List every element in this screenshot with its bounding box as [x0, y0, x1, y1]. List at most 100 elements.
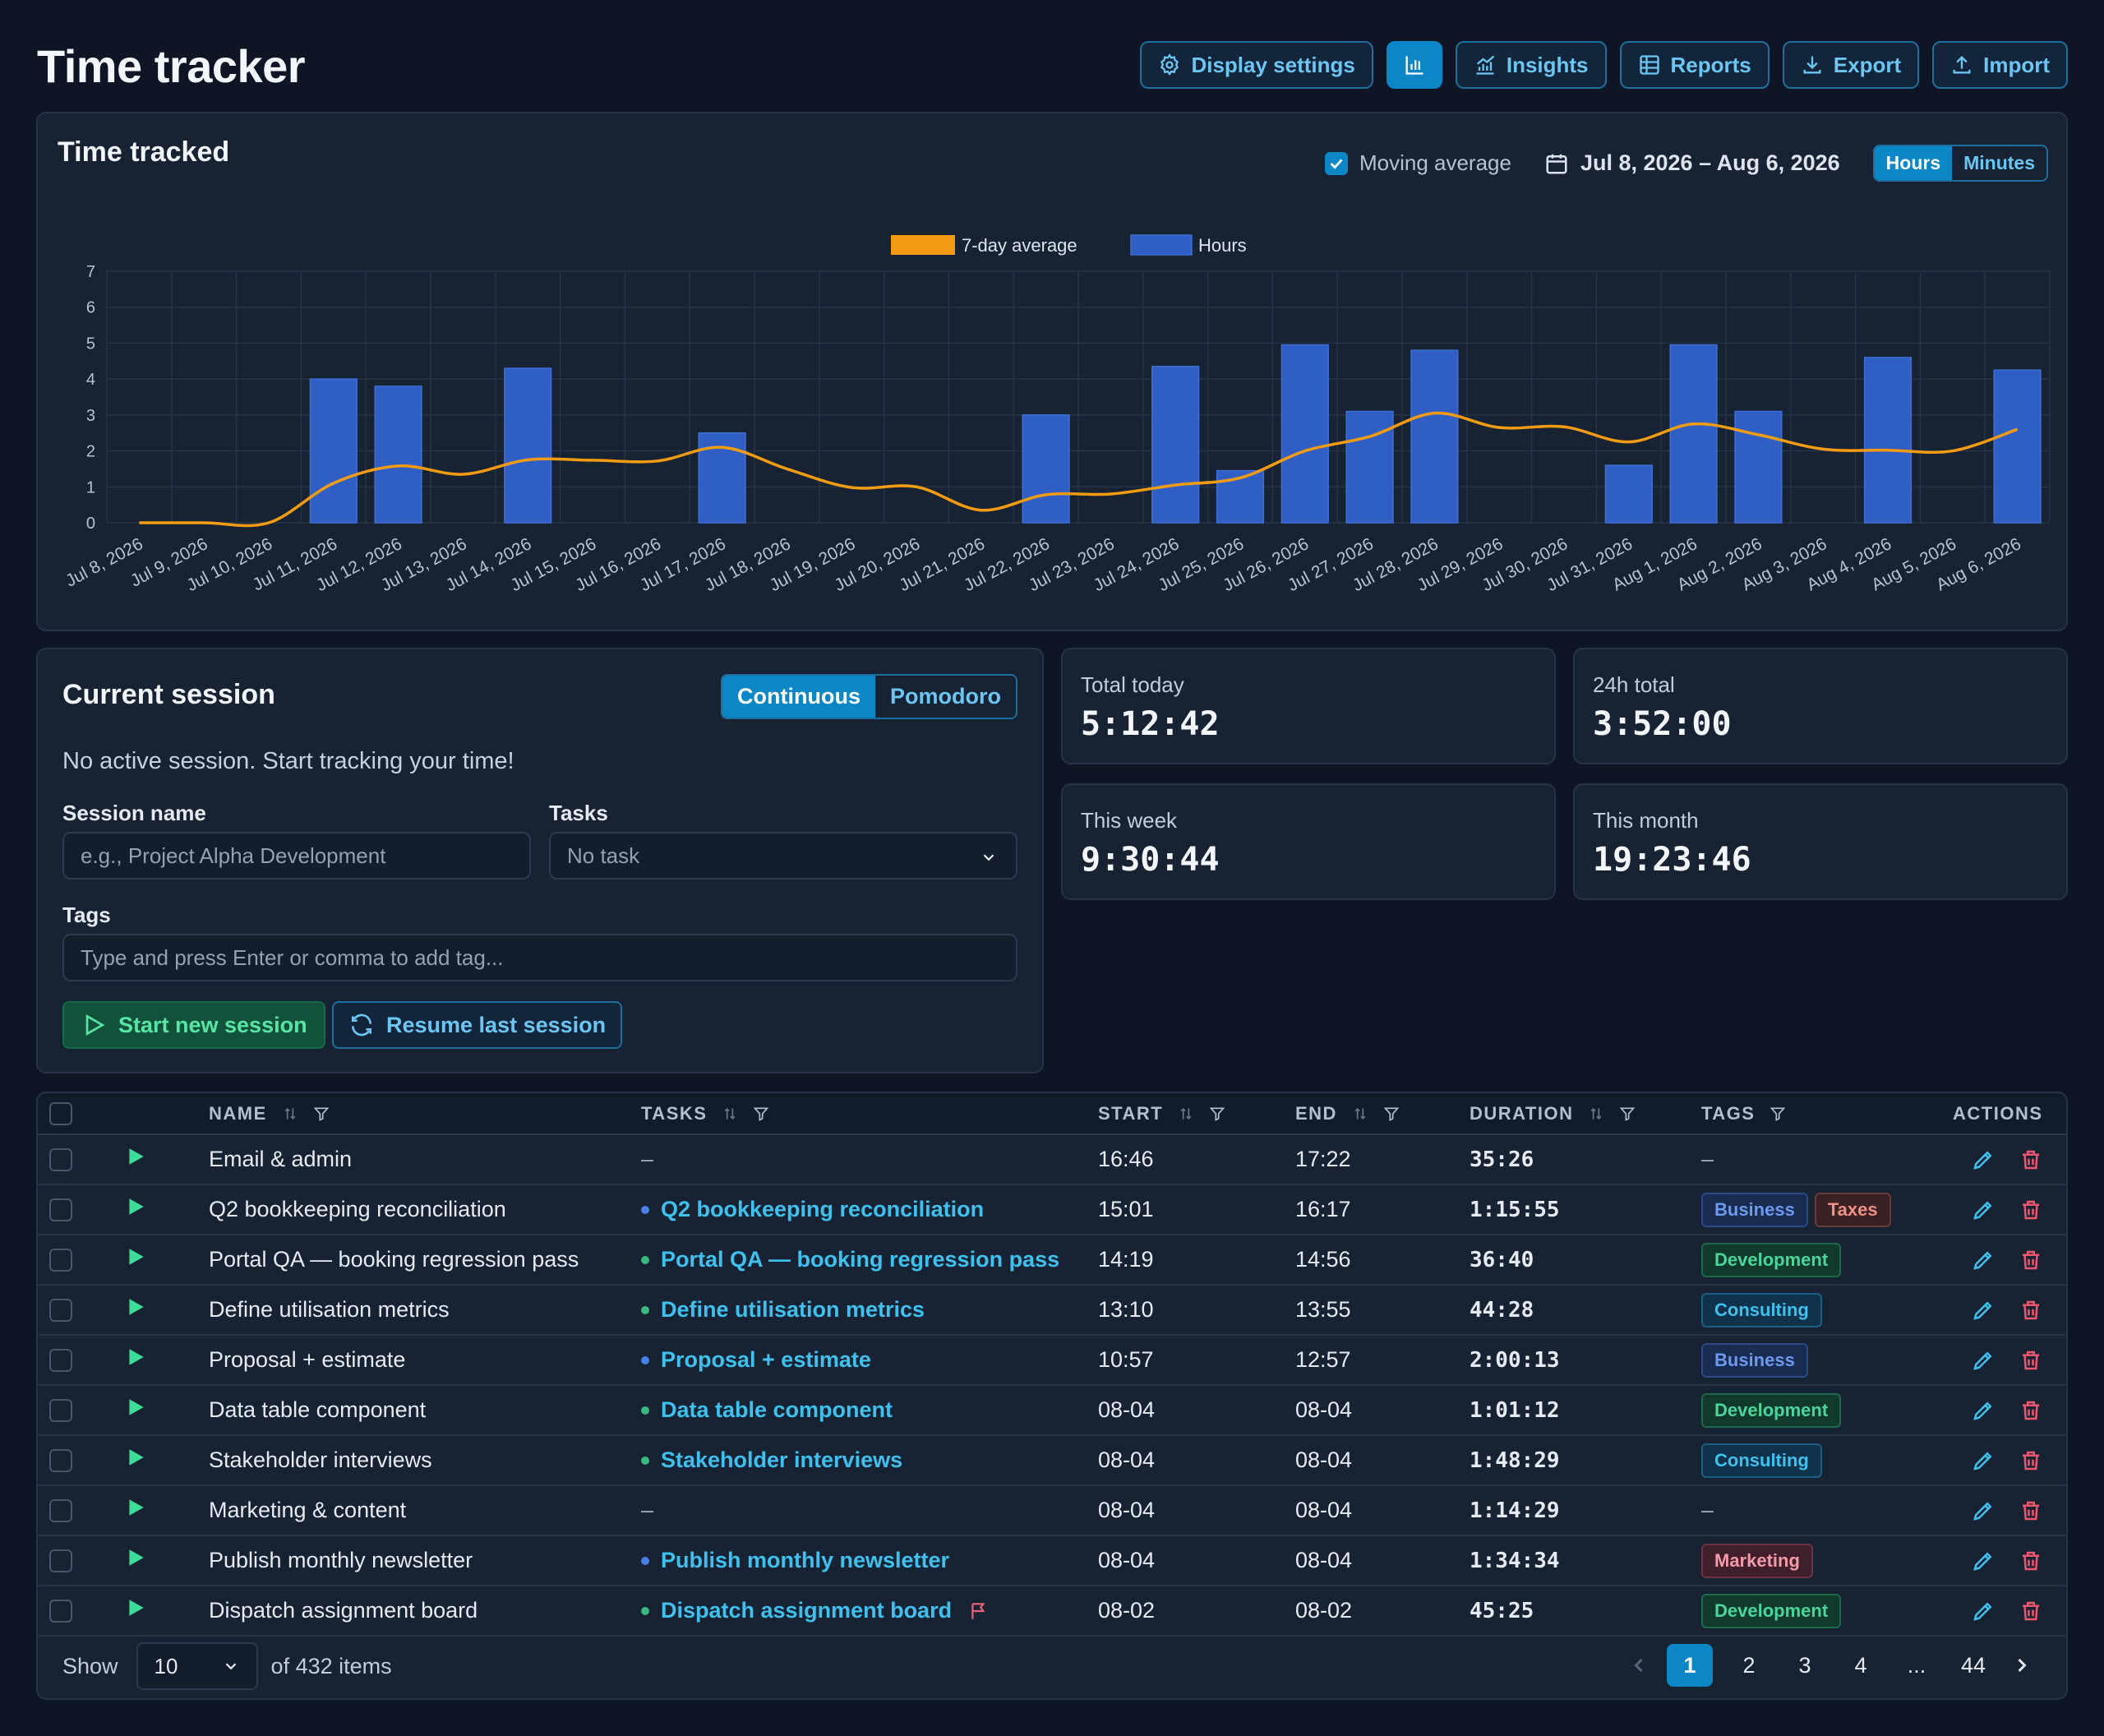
select-all-checkbox[interactable] — [49, 1101, 72, 1125]
filter-icon[interactable] — [1619, 1106, 1636, 1122]
row-checkbox[interactable] — [49, 1198, 72, 1221]
trash-icon[interactable] — [2019, 1549, 2043, 1573]
unit-minutes-button[interactable]: Minutes — [1963, 152, 2035, 173]
row-checkbox[interactable] — [49, 1147, 72, 1171]
play-icon[interactable] — [125, 1397, 146, 1418]
trash-icon[interactable] — [2019, 1398, 2043, 1423]
row-checkbox[interactable] — [49, 1599, 72, 1623]
sort-icon[interactable] — [1588, 1106, 1604, 1122]
play-icon[interactable] — [125, 1346, 146, 1368]
row-checkbox[interactable] — [49, 1298, 72, 1322]
display-settings-button[interactable]: Display settings — [1140, 41, 1373, 89]
sort-icon[interactable] — [1178, 1106, 1194, 1122]
edit-icon[interactable] — [1971, 1398, 1996, 1423]
task-link[interactable]: Dispatch assignment board — [661, 1598, 953, 1623]
edit-icon[interactable] — [1971, 1298, 1996, 1323]
mode-pomodoro-button[interactable]: Pomodoro — [890, 684, 1001, 709]
tag-badge[interactable]: Development — [1701, 1392, 1842, 1428]
page-button-2[interactable]: 2 — [1742, 1652, 1756, 1678]
edit-icon[interactable] — [1971, 1599, 1996, 1623]
page-button-1[interactable]: 1 — [1666, 1644, 1713, 1687]
tasks-select[interactable]: No task — [549, 832, 1017, 880]
moving-average-checkbox[interactable] — [1324, 151, 1348, 175]
filter-icon[interactable] — [313, 1106, 330, 1122]
column-end[interactable]: END — [1295, 1093, 1470, 1135]
column-start[interactable]: START — [1098, 1093, 1295, 1135]
tag-badge[interactable]: Development — [1701, 1593, 1842, 1628]
moving-average-toggle[interactable]: Moving average — [1324, 150, 1511, 176]
row-checkbox[interactable] — [49, 1498, 72, 1522]
play-icon[interactable] — [125, 1597, 146, 1618]
unit-hours-button[interactable]: Hours — [1874, 146, 1953, 180]
table-row[interactable]: Proposal + estimate Proposal + estimate … — [38, 1335, 2066, 1386]
column-duration[interactable]: DURATION — [1470, 1093, 1701, 1135]
chart-view-button[interactable] — [1386, 41, 1442, 89]
play-icon[interactable] — [125, 1196, 146, 1217]
row-checkbox[interactable] — [49, 1248, 72, 1272]
trash-icon[interactable] — [2019, 1198, 2043, 1222]
edit-icon[interactable] — [1971, 1248, 1996, 1272]
tags-input[interactable] — [62, 934, 1017, 981]
task-link[interactable]: Stakeholder interviews — [661, 1447, 903, 1472]
import-button[interactable]: Import — [1932, 41, 2068, 89]
trash-icon[interactable] — [2019, 1498, 2043, 1523]
play-icon[interactable] — [125, 1547, 146, 1568]
trash-icon[interactable] — [2019, 1348, 2043, 1373]
trash-icon[interactable] — [2019, 1448, 2043, 1473]
chevron-left-icon[interactable] — [1627, 1654, 1650, 1677]
tag-badge[interactable]: Consulting — [1701, 1292, 1822, 1327]
export-button[interactable]: Export — [1782, 41, 1920, 89]
trash-icon[interactable] — [2019, 1599, 2043, 1623]
table-row[interactable]: Dispatch assignment board Dispatch assig… — [38, 1586, 2066, 1637]
table-row[interactable]: Marketing & content – 08-04 08-04 1:14:2… — [38, 1485, 2066, 1536]
table-row[interactable]: Stakeholder interviews Stakeholder inter… — [38, 1435, 2066, 1486]
task-link[interactable]: Proposal + estimate — [661, 1347, 871, 1372]
row-checkbox[interactable] — [49, 1448, 72, 1472]
task-link[interactable]: Publish monthly newsletter — [661, 1548, 950, 1572]
trash-icon[interactable] — [2019, 1248, 2043, 1272]
edit-icon[interactable] — [1971, 1448, 1996, 1473]
table-row[interactable]: Publish monthly newsletter Publish month… — [38, 1535, 2066, 1586]
insights-button[interactable]: Insights — [1455, 41, 1607, 89]
tag-badge[interactable]: Taxes — [1814, 1192, 1891, 1227]
table-row[interactable]: Email & admin – 16:46 17:22 35:26 – — [38, 1134, 2066, 1185]
task-link[interactable]: Define utilisation metrics — [661, 1297, 925, 1322]
tag-badge[interactable]: Consulting — [1701, 1443, 1822, 1478]
page-button-44[interactable]: 44 — [1960, 1652, 1986, 1678]
play-icon[interactable] — [125, 1246, 146, 1267]
filter-icon[interactable] — [1209, 1106, 1225, 1122]
filter-icon[interactable] — [1769, 1106, 1786, 1122]
sort-icon[interactable] — [1352, 1106, 1368, 1122]
task-link[interactable]: Data table component — [661, 1397, 893, 1422]
sort-icon[interactable] — [282, 1106, 298, 1122]
filter-icon[interactable] — [1383, 1106, 1400, 1122]
task-link[interactable]: Q2 bookkeeping reconciliation — [661, 1197, 985, 1221]
tag-badge[interactable]: Business — [1701, 1342, 1808, 1378]
play-icon[interactable] — [125, 1447, 146, 1468]
trash-icon[interactable] — [2019, 1147, 2043, 1172]
column-tasks[interactable]: TASKS — [641, 1093, 1098, 1135]
tag-badge[interactable]: Development — [1701, 1242, 1842, 1277]
sort-icon[interactable] — [722, 1106, 738, 1122]
mode-continuous-button[interactable]: Continuous — [722, 676, 875, 718]
table-row[interactable]: Define utilisation metrics Define utilis… — [38, 1285, 2066, 1336]
date-range-picker[interactable]: Jul 8, 2026 – Aug 6, 2026 — [1544, 150, 1840, 176]
start-session-button[interactable]: Start new session — [62, 1001, 325, 1049]
edit-icon[interactable] — [1971, 1147, 1996, 1172]
edit-icon[interactable] — [1971, 1549, 1996, 1573]
row-checkbox[interactable] — [49, 1549, 72, 1572]
column-name[interactable]: NAME — [209, 1093, 641, 1135]
play-icon[interactable] — [125, 1146, 146, 1167]
edit-icon[interactable] — [1971, 1498, 1996, 1523]
edit-icon[interactable] — [1971, 1348, 1996, 1373]
play-icon[interactable] — [125, 1497, 146, 1518]
table-row[interactable]: Portal QA — booking regression pass Port… — [38, 1235, 2066, 1286]
table-row[interactable]: Q2 bookkeeping reconciliation Q2 bookkee… — [38, 1184, 2066, 1235]
column-tags[interactable]: TAGS — [1701, 1093, 1953, 1135]
chevron-right-icon[interactable] — [2010, 1654, 2033, 1677]
session-name-input[interactable] — [62, 832, 531, 880]
tag-badge[interactable]: Business — [1701, 1192, 1808, 1227]
trash-icon[interactable] — [2019, 1298, 2043, 1323]
play-icon[interactable] — [125, 1296, 146, 1318]
filter-icon[interactable] — [753, 1106, 769, 1122]
